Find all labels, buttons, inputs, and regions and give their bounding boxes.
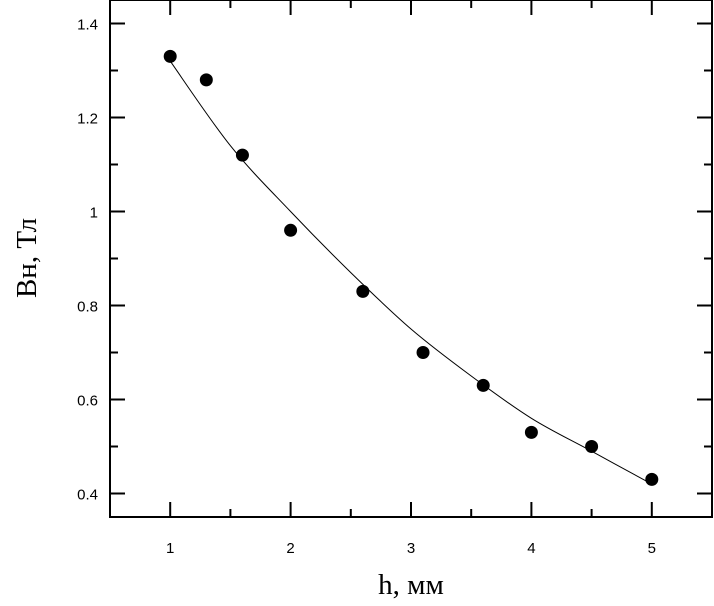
data-points — [163, 49, 659, 486]
data-point — [585, 440, 599, 453]
data-point — [645, 472, 659, 486]
data-point — [235, 148, 249, 162]
data-point — [476, 378, 490, 392]
data-point — [524, 425, 538, 439]
x-tick-label: 4 — [527, 540, 535, 557]
data-point — [356, 284, 370, 298]
y-tick-label: 0.6 — [77, 393, 98, 410]
x-tick-label: 3 — [407, 540, 415, 557]
y-tick-label: 0.4 — [77, 487, 98, 504]
data-point — [284, 223, 298, 237]
x-tick-label: 2 — [286, 540, 294, 557]
data-point — [163, 49, 177, 63]
data-point — [199, 73, 213, 87]
tick-labels: 1 2 3 4 5 0.4 0.6 0.8 1 1.2 1.4 — [77, 17, 656, 558]
fit-curve — [169, 60, 653, 485]
data-point — [416, 346, 430, 359]
y-tick-label: 1.2 — [77, 111, 98, 128]
x-axis-title: h, мм — [378, 569, 444, 601]
y-tick-label: 1.4 — [77, 17, 98, 34]
y-axis-title: Вн, Тл — [11, 218, 43, 298]
y-tick-label: 0.8 — [77, 299, 98, 316]
x-tick-label: 5 — [648, 540, 656, 557]
axis-ticks — [110, 0, 712, 517]
y-tick-label: 1 — [90, 205, 98, 222]
x-tick-label: 1 — [166, 540, 174, 557]
